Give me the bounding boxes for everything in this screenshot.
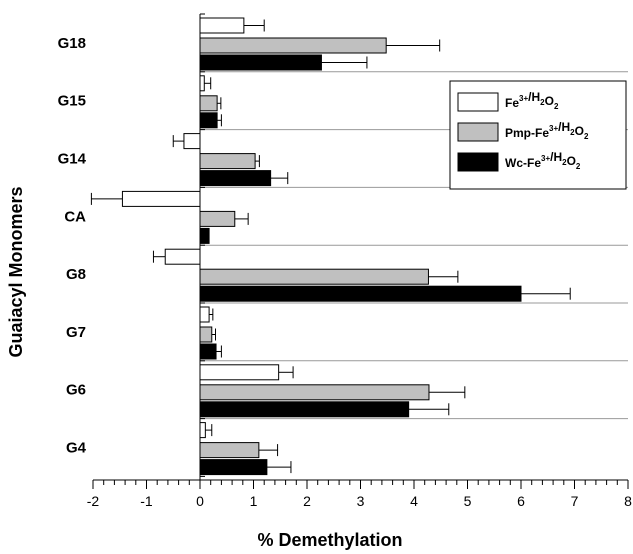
y-axis-title: Guaiacyl Monomers — [6, 186, 26, 357]
bar-g7-series-2 — [199, 326, 213, 343]
x-tick-label: 2 — [303, 493, 311, 509]
legend-swatch-3 — [457, 152, 499, 172]
category-label-g6: G6 — [66, 382, 86, 399]
bar-g15-series-1 — [199, 75, 205, 92]
category-label-g4: G4 — [66, 440, 87, 457]
bar-g14-series-3 — [199, 170, 272, 187]
bar-g4-series-2 — [199, 442, 260, 459]
x-axis-title: % Demethylation — [257, 530, 402, 550]
legend-label-1: Fe3+/H2O2 — [505, 90, 559, 111]
legend-swatch-1 — [457, 92, 499, 112]
x-tick-label: -1 — [140, 493, 153, 509]
bar-g7-series-1 — [199, 306, 210, 323]
bar-g18-series-2 — [199, 37, 387, 54]
bar-g4-series-1 — [199, 422, 206, 439]
category-label-g15: G15 — [58, 93, 86, 110]
bar-g6-series-3 — [199, 401, 410, 418]
x-tick-label: 3 — [357, 493, 365, 509]
x-tick-label: 7 — [571, 493, 579, 509]
x-tick-label: 4 — [410, 493, 418, 509]
x-tick-label: 5 — [464, 493, 472, 509]
category-label-g18: G18 — [58, 35, 86, 52]
bar-g18-series-3 — [199, 54, 322, 71]
legend-label-2: Pmp-Fe3+/H2O2 — [505, 120, 589, 141]
bar-ca-series-2 — [199, 210, 236, 227]
bar-g14-series-2 — [199, 153, 256, 170]
category-label-g8: G8 — [66, 266, 86, 283]
bar-g6-series-1 — [199, 364, 280, 381]
x-tick-label: 0 — [196, 493, 204, 509]
category-separators — [200, 71, 628, 420]
bars-group — [90, 17, 571, 476]
bar-ca-series-3 — [199, 227, 210, 244]
bar-g15-series-2 — [199, 95, 218, 112]
bar-g8-series-2 — [199, 268, 429, 285]
category-label-g14: G14 — [58, 151, 87, 168]
x-ticks: -2 -1 0 1 2 3 4 5 6 7 8 — [87, 480, 632, 509]
x-tick-label: 8 — [624, 493, 632, 509]
bar-g14-series-1 — [183, 133, 201, 150]
bar-g8-series-3 — [199, 285, 522, 302]
legend-swatch-2 — [457, 122, 499, 142]
x-tick-label: -2 — [87, 493, 100, 509]
bar-g6-series-2 — [199, 384, 430, 401]
bar-g7-series-3 — [199, 343, 217, 360]
bar-g8-series-1 — [164, 248, 201, 265]
bar-g4-series-3 — [199, 459, 268, 476]
bar-g18-series-1 — [199, 17, 245, 34]
category-labels: G18 G15 G14 CA G8 G7 G6 G4 — [58, 35, 87, 457]
category-label-g7: G7 — [66, 324, 86, 341]
x-tick-label: 6 — [517, 493, 525, 509]
x-tick-label: 1 — [250, 493, 258, 509]
bar-g15-series-3 — [199, 112, 218, 129]
legend: Fe3+/H2O2 Pmp-Fe3+/H2O2 Wc-Fe3+/H2O2 — [449, 80, 627, 190]
legend-label-3: Wc-Fe3+/H2O2 — [505, 150, 581, 171]
bar-ca-series-1 — [121, 190, 201, 207]
category-label-ca: CA — [64, 208, 86, 225]
